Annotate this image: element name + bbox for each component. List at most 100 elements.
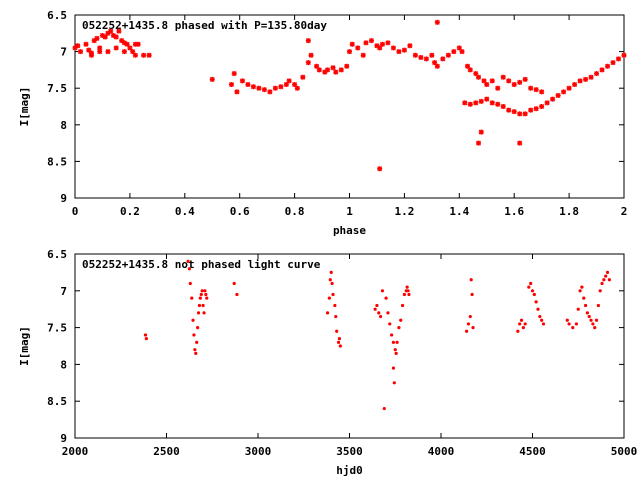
x-tick-label: 0 [72,205,79,218]
data-point [204,292,208,297]
data-point [382,406,386,411]
data-point [132,52,138,58]
data-point [385,40,391,46]
data-point [305,60,311,66]
data-point [191,318,195,322]
data-point [338,67,344,73]
y-tick-label: 9 [60,192,67,205]
data-point [468,314,472,319]
data-point [476,74,482,80]
data-point [533,87,539,93]
x-tick-label: 4000 [428,445,455,458]
data-point [205,296,209,300]
data-point [467,101,473,107]
data-point [583,303,588,308]
data-point [412,52,418,58]
x-tick-label: 0.2 [120,205,140,218]
data-point [336,340,341,344]
data-point [593,326,597,330]
data-point [393,348,397,352]
data-point [571,326,575,330]
data-point [459,49,465,55]
data-point [328,278,332,282]
data-point [195,340,199,344]
data-point [529,281,533,286]
y-tick-label: 8 [60,119,67,132]
data-point [363,40,369,46]
data-point [395,340,399,344]
x-tick-label: 2500 [153,445,180,458]
data-point [386,311,390,315]
data-point [616,56,622,62]
data-point [97,45,103,51]
data-point [375,303,379,308]
data-point [434,19,440,25]
data-point [423,56,429,62]
data-point [327,296,331,300]
x-tick-label: 5000 [611,445,638,458]
data-point [333,303,337,308]
data-point [555,93,561,99]
data-point [565,318,569,322]
data-point [516,329,520,333]
x-tick-label: 0.6 [230,205,250,218]
data-point [539,104,545,109]
data-point [528,107,534,113]
data-point [256,85,262,91]
data-point [201,303,205,308]
data-point [495,101,501,107]
data-point [239,78,245,84]
data-point [330,65,336,71]
y-tick-label: 8 [60,358,67,371]
y-tick-label: 6.5 [47,248,67,261]
data-point [544,100,550,106]
data-point [550,96,556,102]
chart-title: 052252+1435.8 not phased light curve [82,258,321,271]
data-point [384,296,388,300]
data-point [517,140,523,146]
data-point [334,314,338,319]
x-tick-label: 4500 [519,445,546,458]
data-point [406,289,410,293]
data-point [429,52,435,58]
data-point [108,28,114,34]
data-point [574,322,579,326]
data-point [577,78,583,84]
data-point [146,52,152,58]
data-point [621,52,627,58]
data-point [132,41,138,47]
data-point [511,82,517,88]
data-point [470,292,474,297]
data-point [523,322,527,326]
data-point [349,41,355,47]
data-point [599,67,605,73]
data-point [203,289,207,293]
x-tick-label: 0.4 [175,205,195,218]
data-point [97,49,103,55]
data-point [489,78,495,84]
data-point [469,278,473,282]
data-point [561,89,567,95]
data-point [202,311,206,315]
x-tick-label: 1.6 [504,205,524,218]
data-point [232,281,236,286]
data-point [392,381,396,385]
data-point [440,56,446,62]
y-tick-label: 8.5 [47,155,67,168]
data-point [495,85,501,91]
data-point [77,49,83,55]
data-point [377,311,381,315]
data-point [532,292,536,297]
data-point [462,100,468,106]
data-point [192,333,196,337]
data-point [585,311,590,315]
data-point [209,76,215,82]
data-point [451,49,457,55]
data-point [373,307,377,311]
data-point [576,307,580,311]
data-point [484,82,490,88]
data-point [105,49,111,55]
data-point [594,318,599,322]
data-point [540,318,544,322]
y-tick-label: 7 [60,285,67,298]
